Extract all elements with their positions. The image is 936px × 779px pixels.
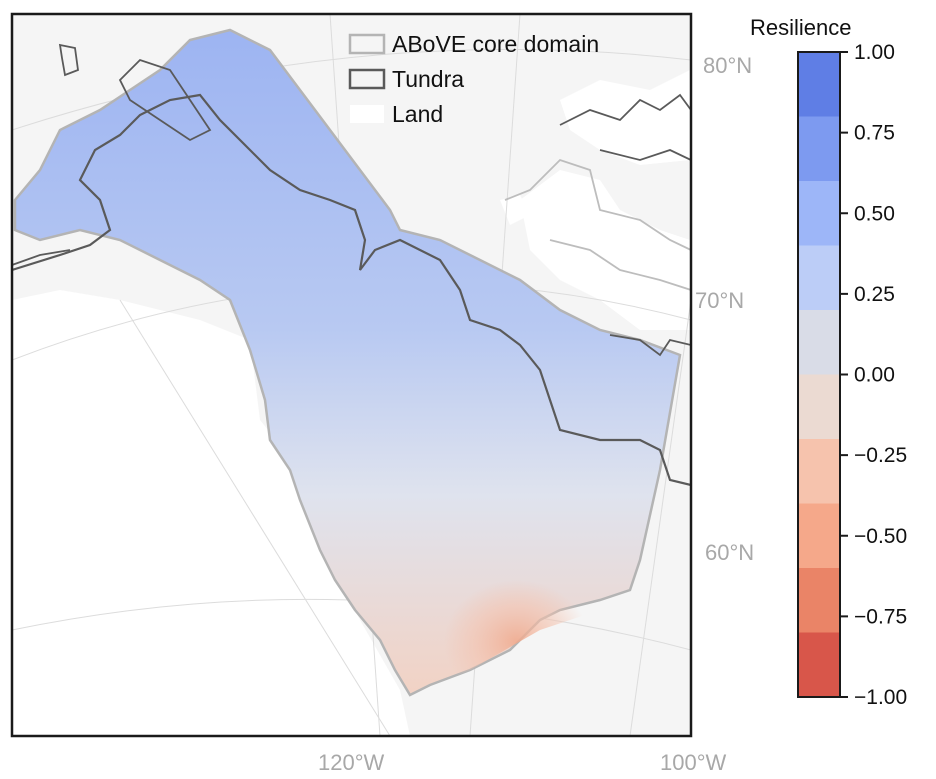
colorbar-tick-label: 1.00 bbox=[854, 41, 895, 64]
colorbar-tick-label: −1.00 bbox=[854, 686, 907, 709]
lon-120-label: 120°W bbox=[318, 750, 385, 775]
colorbar-band bbox=[798, 181, 840, 246]
lon-100-label: 100°W bbox=[660, 750, 727, 775]
legend-land-swatch bbox=[350, 105, 384, 123]
legend-tundra-label: Tundra bbox=[392, 66, 464, 92]
land-area bbox=[12, 290, 410, 736]
colorbar-band bbox=[798, 632, 840, 698]
colorbar-band bbox=[798, 310, 840, 375]
colorbar-band bbox=[798, 439, 840, 504]
tundra-boundary bbox=[12, 93, 691, 487]
resilience-negative-region bbox=[340, 470, 600, 690]
colorbar-band bbox=[798, 568, 840, 633]
arctic-islands bbox=[520, 170, 690, 330]
map-frame bbox=[10, 12, 693, 738]
colorbar-tick-label: 0.00 bbox=[854, 364, 895, 387]
legend-tundra-swatch bbox=[348, 68, 386, 90]
colorbar-tick-label: 0.50 bbox=[854, 202, 895, 225]
colorbar-tick-label: −0.50 bbox=[854, 525, 907, 548]
lat-80-label: 80°N bbox=[703, 53, 752, 78]
colorbar-tick-label: −0.25 bbox=[854, 444, 907, 467]
colorbar-tick-label: 0.25 bbox=[854, 283, 895, 306]
colorbar-band bbox=[798, 374, 840, 440]
legend-core-domain-swatch bbox=[348, 33, 386, 55]
colorbar-band bbox=[798, 245, 840, 311]
coastlines bbox=[12, 43, 691, 357]
colorbar-band bbox=[798, 52, 840, 117]
lat-60-label: 60°N bbox=[705, 540, 754, 565]
lat-70-label: 70°N bbox=[695, 288, 744, 313]
colorbar-tick-label: 0.75 bbox=[854, 122, 895, 145]
legend-core-domain-label: ABoVE core domain bbox=[392, 31, 599, 57]
colorbar-band bbox=[798, 503, 840, 569]
colorbar-bands bbox=[798, 52, 840, 698]
colorbar-tick-label: −0.75 bbox=[854, 605, 907, 628]
colorbar-title: Resilience bbox=[750, 15, 852, 40]
colorbar-ticks: 1.00 0.75 0.50 0.25 0.00 −0.25 −0.50 −0.75 −1.00 bbox=[840, 41, 907, 709]
island-outlines bbox=[504, 158, 691, 291]
colorbar-band bbox=[798, 116, 840, 182]
legend-land-label: Land bbox=[392, 101, 443, 127]
map-legend: ABoVE core domain Tundra Land bbox=[348, 31, 599, 127]
